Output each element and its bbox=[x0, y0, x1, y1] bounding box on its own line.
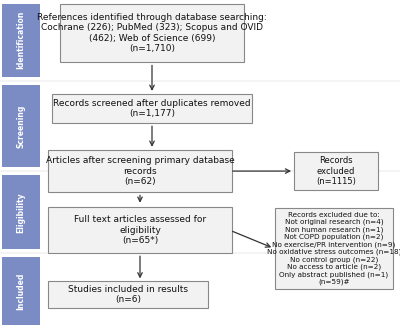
FancyBboxPatch shape bbox=[48, 207, 232, 253]
FancyBboxPatch shape bbox=[2, 4, 40, 77]
Text: Full text articles assessed for
eligibility
(n=65*): Full text articles assessed for eligibil… bbox=[74, 215, 206, 245]
Text: Records screened after duplicates removed
(n=1,177): Records screened after duplicates remove… bbox=[53, 99, 251, 118]
Text: References identified through database searching:
Cochrane (226); PubMed (323); : References identified through database s… bbox=[37, 13, 267, 53]
FancyBboxPatch shape bbox=[2, 175, 40, 249]
FancyBboxPatch shape bbox=[2, 257, 40, 325]
FancyBboxPatch shape bbox=[275, 208, 393, 289]
Text: Screening: Screening bbox=[16, 104, 26, 147]
FancyBboxPatch shape bbox=[48, 150, 232, 192]
Text: Identification: Identification bbox=[16, 11, 26, 69]
FancyBboxPatch shape bbox=[52, 94, 252, 123]
Text: Records excluded due to:
Not original research (n=4)
Non human research (n=1)
No: Records excluded due to: Not original re… bbox=[267, 212, 400, 285]
FancyBboxPatch shape bbox=[2, 85, 40, 167]
Text: Studies included in results
(n=6): Studies included in results (n=6) bbox=[68, 285, 188, 304]
Text: Included: Included bbox=[16, 272, 26, 310]
FancyBboxPatch shape bbox=[294, 152, 378, 190]
Text: Records
excluded
(n=1115): Records excluded (n=1115) bbox=[316, 156, 356, 186]
FancyBboxPatch shape bbox=[48, 281, 208, 308]
FancyBboxPatch shape bbox=[60, 4, 244, 62]
Text: Articles after screening primary database
records
(n=62): Articles after screening primary databas… bbox=[46, 156, 234, 186]
Text: Eligibility: Eligibility bbox=[16, 192, 26, 233]
